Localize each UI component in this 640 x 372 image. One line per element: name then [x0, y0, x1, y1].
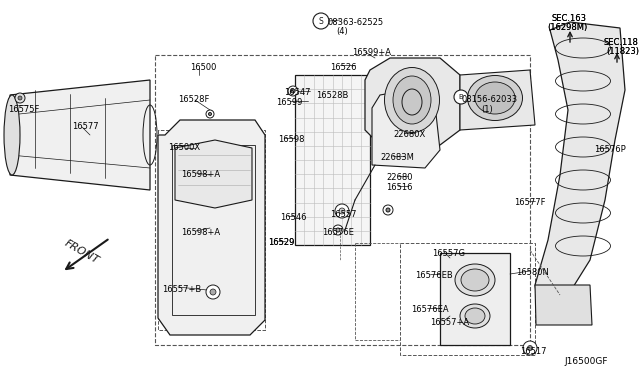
Ellipse shape — [467, 76, 522, 121]
Text: 16528F: 16528F — [178, 95, 209, 104]
Circle shape — [291, 89, 295, 93]
Polygon shape — [440, 253, 510, 345]
Text: SEC.118: SEC.118 — [603, 38, 638, 47]
Circle shape — [333, 225, 343, 235]
Text: (1): (1) — [481, 105, 493, 114]
Polygon shape — [535, 22, 625, 320]
Text: J16500GF: J16500GF — [564, 357, 607, 366]
Text: 16500X: 16500X — [168, 143, 200, 152]
Ellipse shape — [475, 82, 515, 114]
Polygon shape — [10, 80, 150, 190]
Polygon shape — [175, 140, 252, 208]
Text: 16529: 16529 — [268, 238, 294, 247]
Text: 16598+A: 16598+A — [181, 228, 220, 237]
Text: 16576E: 16576E — [322, 228, 354, 237]
Text: 22683M: 22683M — [380, 153, 414, 162]
Ellipse shape — [4, 95, 20, 175]
Text: 16599+A: 16599+A — [352, 48, 391, 57]
Ellipse shape — [455, 264, 495, 296]
Text: 16557G: 16557G — [432, 249, 465, 258]
Text: S: S — [319, 16, 323, 26]
Text: 16598: 16598 — [278, 135, 305, 144]
Text: 16580N: 16580N — [516, 268, 549, 277]
Polygon shape — [158, 120, 265, 335]
Polygon shape — [535, 285, 592, 325]
Text: SEC.163: SEC.163 — [551, 14, 586, 23]
Circle shape — [335, 204, 349, 218]
Text: 16577F: 16577F — [514, 198, 545, 207]
Text: (16298M): (16298M) — [547, 23, 588, 32]
Text: 16546: 16546 — [280, 213, 307, 222]
Ellipse shape — [393, 76, 431, 124]
Text: 16516: 16516 — [386, 183, 413, 192]
Text: B: B — [459, 94, 463, 100]
Text: (11823): (11823) — [606, 47, 639, 56]
Text: 22680X: 22680X — [393, 130, 425, 139]
Polygon shape — [460, 70, 535, 130]
Polygon shape — [372, 88, 440, 168]
Circle shape — [336, 228, 340, 232]
Text: 16598+A: 16598+A — [181, 170, 220, 179]
Polygon shape — [365, 58, 460, 145]
Text: 16500: 16500 — [190, 63, 216, 72]
Text: 22680: 22680 — [386, 173, 413, 182]
Circle shape — [527, 346, 532, 350]
Ellipse shape — [465, 308, 485, 324]
Text: FRONT: FRONT — [63, 238, 101, 266]
Circle shape — [383, 205, 393, 215]
Text: 16528B: 16528B — [316, 91, 348, 100]
Text: 16599: 16599 — [276, 98, 302, 107]
Text: 16576P: 16576P — [594, 145, 626, 154]
Text: 16557: 16557 — [330, 210, 356, 219]
Text: (11823): (11823) — [606, 47, 639, 56]
Circle shape — [386, 208, 390, 212]
Text: 16517: 16517 — [520, 347, 547, 356]
Circle shape — [210, 289, 216, 295]
Ellipse shape — [460, 304, 490, 328]
Circle shape — [288, 86, 298, 96]
Bar — [295, 75, 370, 245]
Text: 08363-62525: 08363-62525 — [327, 18, 383, 27]
Text: SEC.118: SEC.118 — [603, 38, 638, 47]
Ellipse shape — [461, 269, 489, 291]
Circle shape — [454, 90, 468, 104]
Text: 16547: 16547 — [284, 88, 310, 97]
Text: 16576EA: 16576EA — [411, 305, 449, 314]
Circle shape — [206, 110, 214, 118]
Circle shape — [206, 285, 220, 299]
Text: 16557+A: 16557+A — [430, 318, 469, 327]
Text: 16576EB: 16576EB — [415, 271, 452, 280]
Text: 08156-62033: 08156-62033 — [462, 95, 518, 104]
Text: (16298M): (16298M) — [547, 23, 588, 32]
Circle shape — [15, 93, 25, 103]
Text: 16575F: 16575F — [8, 105, 40, 114]
Text: 16526: 16526 — [330, 63, 356, 72]
Text: 16577: 16577 — [72, 122, 99, 131]
Text: 16529: 16529 — [268, 238, 294, 247]
Text: SEC.163: SEC.163 — [551, 14, 586, 23]
Circle shape — [339, 208, 345, 214]
Text: (4): (4) — [336, 27, 348, 36]
Circle shape — [313, 13, 329, 29]
Text: 16557+B: 16557+B — [162, 285, 201, 294]
Circle shape — [18, 96, 22, 100]
Circle shape — [209, 112, 211, 115]
Ellipse shape — [385, 67, 440, 132]
Circle shape — [523, 341, 537, 355]
